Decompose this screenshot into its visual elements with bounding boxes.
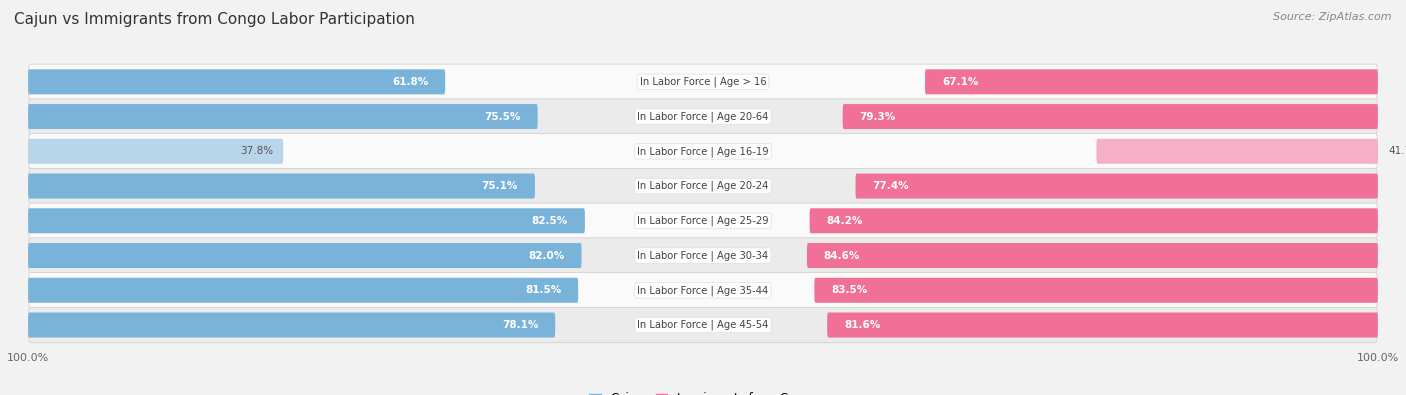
Text: 67.1%: 67.1% [942,77,979,87]
Text: In Labor Force | Age 35-44: In Labor Force | Age 35-44 [637,285,769,295]
Legend: Cajun, Immigrants from Congo: Cajun, Immigrants from Congo [589,392,817,395]
FancyBboxPatch shape [28,238,1378,273]
FancyBboxPatch shape [855,173,1378,199]
Text: 83.5%: 83.5% [831,285,868,295]
FancyBboxPatch shape [28,139,283,164]
FancyBboxPatch shape [28,203,1378,239]
Text: 81.6%: 81.6% [844,320,880,330]
Text: 78.1%: 78.1% [502,320,538,330]
FancyBboxPatch shape [842,104,1378,129]
FancyBboxPatch shape [28,168,1378,204]
Text: 84.6%: 84.6% [824,250,860,261]
Text: 84.2%: 84.2% [827,216,863,226]
FancyBboxPatch shape [28,273,1378,308]
FancyBboxPatch shape [1097,139,1378,164]
Text: In Labor Force | Age > 16: In Labor Force | Age > 16 [640,77,766,87]
Text: Source: ZipAtlas.com: Source: ZipAtlas.com [1274,12,1392,22]
FancyBboxPatch shape [814,278,1378,303]
Text: In Labor Force | Age 45-54: In Labor Force | Age 45-54 [637,320,769,330]
FancyBboxPatch shape [28,312,555,337]
Text: In Labor Force | Age 16-19: In Labor Force | Age 16-19 [637,146,769,156]
Text: 77.4%: 77.4% [872,181,910,191]
Text: In Labor Force | Age 30-34: In Labor Force | Age 30-34 [637,250,769,261]
Text: 82.5%: 82.5% [531,216,568,226]
Text: 75.5%: 75.5% [485,111,520,122]
FancyBboxPatch shape [28,173,534,199]
FancyBboxPatch shape [28,104,537,129]
Text: In Labor Force | Age 20-24: In Labor Force | Age 20-24 [637,181,769,191]
FancyBboxPatch shape [28,70,446,94]
Text: 79.3%: 79.3% [859,111,896,122]
Text: 41.7%: 41.7% [1388,146,1406,156]
Text: 37.8%: 37.8% [240,146,273,156]
FancyBboxPatch shape [925,70,1378,94]
FancyBboxPatch shape [28,208,585,233]
FancyBboxPatch shape [28,64,1378,100]
FancyBboxPatch shape [810,208,1378,233]
FancyBboxPatch shape [807,243,1378,268]
Text: 61.8%: 61.8% [392,77,429,87]
FancyBboxPatch shape [827,312,1378,337]
FancyBboxPatch shape [28,307,1378,343]
Text: In Labor Force | Age 20-64: In Labor Force | Age 20-64 [637,111,769,122]
Text: In Labor Force | Age 25-29: In Labor Force | Age 25-29 [637,216,769,226]
FancyBboxPatch shape [28,134,1378,169]
Text: 81.5%: 81.5% [524,285,561,295]
Text: 75.1%: 75.1% [482,181,517,191]
Text: Cajun vs Immigrants from Congo Labor Participation: Cajun vs Immigrants from Congo Labor Par… [14,12,415,27]
FancyBboxPatch shape [28,243,582,268]
Text: 82.0%: 82.0% [529,250,565,261]
FancyBboxPatch shape [28,278,578,303]
FancyBboxPatch shape [28,99,1378,134]
